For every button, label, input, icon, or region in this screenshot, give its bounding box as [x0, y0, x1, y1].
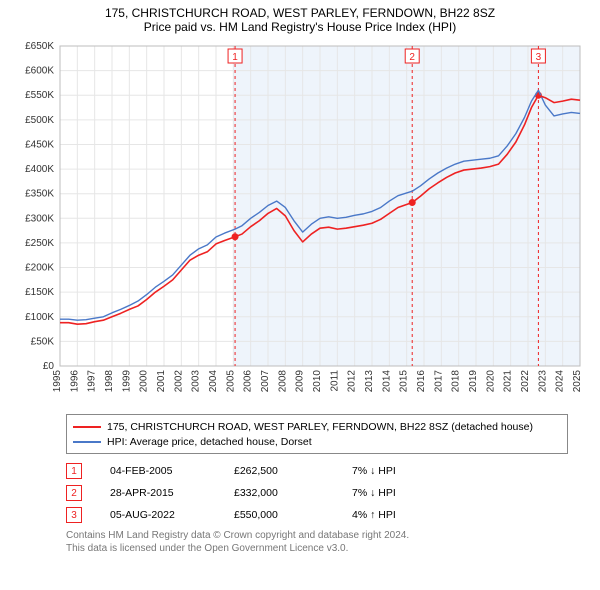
svg-text:2025: 2025 — [572, 370, 583, 393]
svg-text:1995: 1995 — [52, 370, 63, 393]
svg-text:2009: 2009 — [295, 370, 306, 393]
sale-date: 04-FEB-2005 — [110, 465, 216, 477]
legend-row: 175, CHRISTCHURCH ROAD, WEST PARLEY, FER… — [73, 419, 561, 434]
svg-text:2020: 2020 — [485, 370, 496, 393]
sale-price: £262,500 — [234, 465, 334, 477]
svg-text:1997: 1997 — [87, 370, 98, 393]
svg-text:£600K: £600K — [25, 66, 54, 77]
price-chart-page: { "title": "175, CHRISTCHURCH ROAD, WEST… — [0, 0, 600, 590]
svg-text:£550K: £550K — [25, 90, 54, 101]
svg-text:£400K: £400K — [25, 164, 54, 175]
svg-text:2011: 2011 — [329, 370, 340, 392]
sale-date: 28-APR-2015 — [110, 487, 216, 499]
sale-diff: 7% ↓ HPI — [352, 465, 472, 477]
svg-text:2006: 2006 — [243, 370, 254, 393]
legend-label: HPI: Average price, detached house, Dors… — [107, 436, 312, 448]
svg-text:2: 2 — [409, 52, 415, 63]
svg-text:1999: 1999 — [121, 370, 132, 393]
svg-text:£200K: £200K — [25, 263, 54, 274]
sale-diff: 4% ↑ HPI — [352, 509, 472, 521]
sale-price: £332,000 — [234, 487, 334, 499]
svg-text:2024: 2024 — [555, 370, 566, 393]
svg-text:2015: 2015 — [399, 370, 410, 393]
sale-diff: 7% ↓ HPI — [352, 487, 472, 499]
sale-marker-icon: 1 — [66, 463, 82, 479]
svg-text:£250K: £250K — [25, 238, 54, 249]
sale-marker-icon: 2 — [66, 485, 82, 501]
svg-text:2010: 2010 — [312, 370, 323, 393]
sale-row: 2 28-APR-2015 £332,000 7% ↓ HPI — [66, 482, 554, 504]
svg-text:2017: 2017 — [433, 370, 444, 393]
svg-text:1: 1 — [232, 52, 238, 63]
svg-text:£100K: £100K — [25, 312, 54, 323]
svg-text:2005: 2005 — [225, 370, 236, 393]
footer-attribution: Contains HM Land Registry data © Crown c… — [66, 530, 554, 555]
line-chart-svg: £0£50K£100K£150K£200K£250K£300K£350K£400… — [10, 38, 590, 408]
svg-text:2007: 2007 — [260, 370, 271, 393]
svg-text:2000: 2000 — [139, 370, 150, 393]
legend-swatch-hpi — [73, 441, 101, 443]
sale-date: 05-AUG-2022 — [110, 509, 216, 521]
sales-table: 1 04-FEB-2005 £262,500 7% ↓ HPI 2 28-APR… — [66, 460, 554, 526]
svg-text:2012: 2012 — [347, 370, 358, 393]
svg-text:2003: 2003 — [191, 370, 202, 393]
svg-text:£300K: £300K — [25, 213, 54, 224]
svg-text:£50K: £50K — [31, 336, 55, 347]
svg-text:2018: 2018 — [451, 370, 462, 393]
legend-box: 175, CHRISTCHURCH ROAD, WEST PARLEY, FER… — [66, 414, 568, 454]
svg-text:1996: 1996 — [69, 370, 80, 393]
svg-text:2016: 2016 — [416, 370, 427, 393]
legend-row: HPI: Average price, detached house, Dors… — [73, 434, 561, 449]
svg-text:£450K: £450K — [25, 139, 54, 150]
svg-text:2019: 2019 — [468, 370, 479, 393]
legend-label: 175, CHRISTCHURCH ROAD, WEST PARLEY, FER… — [107, 421, 533, 433]
svg-text:£150K: £150K — [25, 287, 54, 298]
svg-text:2004: 2004 — [208, 370, 219, 393]
svg-text:2022: 2022 — [520, 370, 531, 393]
svg-text:2002: 2002 — [173, 370, 184, 393]
svg-text:2014: 2014 — [381, 370, 392, 393]
svg-text:2001: 2001 — [156, 370, 167, 393]
sale-row: 3 05-AUG-2022 £550,000 4% ↑ HPI — [66, 504, 554, 526]
svg-text:2021: 2021 — [503, 370, 514, 393]
chart-area: £0£50K£100K£150K£200K£250K£300K£350K£400… — [10, 38, 590, 408]
legend-swatch-property — [73, 426, 101, 428]
sale-marker-icon: 3 — [66, 507, 82, 523]
svg-text:1998: 1998 — [104, 370, 115, 393]
sale-price: £550,000 — [234, 509, 334, 521]
svg-text:2013: 2013 — [364, 370, 375, 393]
svg-text:£500K: £500K — [25, 115, 54, 126]
svg-text:3: 3 — [536, 52, 542, 63]
footer-line: This data is licensed under the Open Gov… — [66, 543, 554, 556]
sale-row: 1 04-FEB-2005 £262,500 7% ↓ HPI — [66, 460, 554, 482]
chart-title: 175, CHRISTCHURCH ROAD, WEST PARLEY, FER… — [10, 6, 590, 20]
chart-subtitle: Price paid vs. HM Land Registry's House … — [10, 20, 590, 34]
footer-line: Contains HM Land Registry data © Crown c… — [66, 530, 554, 543]
svg-text:2008: 2008 — [277, 370, 288, 393]
svg-text:£350K: £350K — [25, 189, 54, 200]
svg-text:2023: 2023 — [537, 370, 548, 393]
svg-text:£650K: £650K — [25, 41, 54, 52]
